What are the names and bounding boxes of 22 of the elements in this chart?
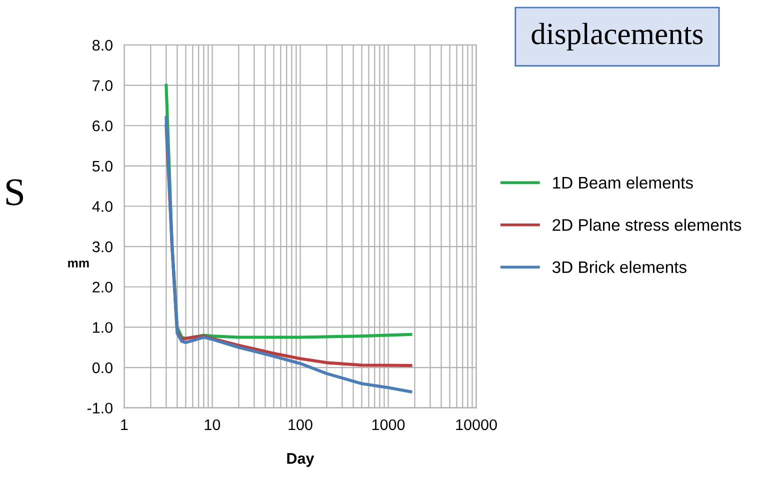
y-tick-label: 5.0	[92, 160, 112, 172]
x-tick-label: 1	[121, 420, 128, 430]
legend-label: 3D Brick elements	[552, 260, 686, 274]
x-tick-label: 100	[288, 419, 312, 430]
text: displacements	[532, 22, 703, 51]
y-tick-label: 6.0	[92, 120, 112, 132]
y-tick-label: 8.0	[92, 40, 112, 51]
legend-label: 2D Plane stress elements	[552, 218, 742, 231]
y-tick-label: 0.0	[92, 362, 112, 374]
y-tick-label: 4.0	[92, 201, 112, 212]
x-tick-label: 10000	[456, 419, 497, 430]
y-tick-label: 1.0	[93, 322, 112, 333]
y-tick-label: 3.0	[92, 241, 112, 252]
x-axis-title: Day	[287, 453, 314, 467]
text: S	[6, 179, 24, 206]
x-tick-label: 1000	[372, 419, 405, 430]
y-axis-title: mm	[68, 260, 89, 268]
x-tick-label: 10	[204, 419, 220, 430]
y-tick-label: 7.0	[92, 80, 112, 91]
y-tick-label: 2.0	[92, 282, 112, 293]
y-tick-label: -1.0	[87, 402, 112, 414]
legend-label: 1D Beam elements	[553, 176, 693, 189]
